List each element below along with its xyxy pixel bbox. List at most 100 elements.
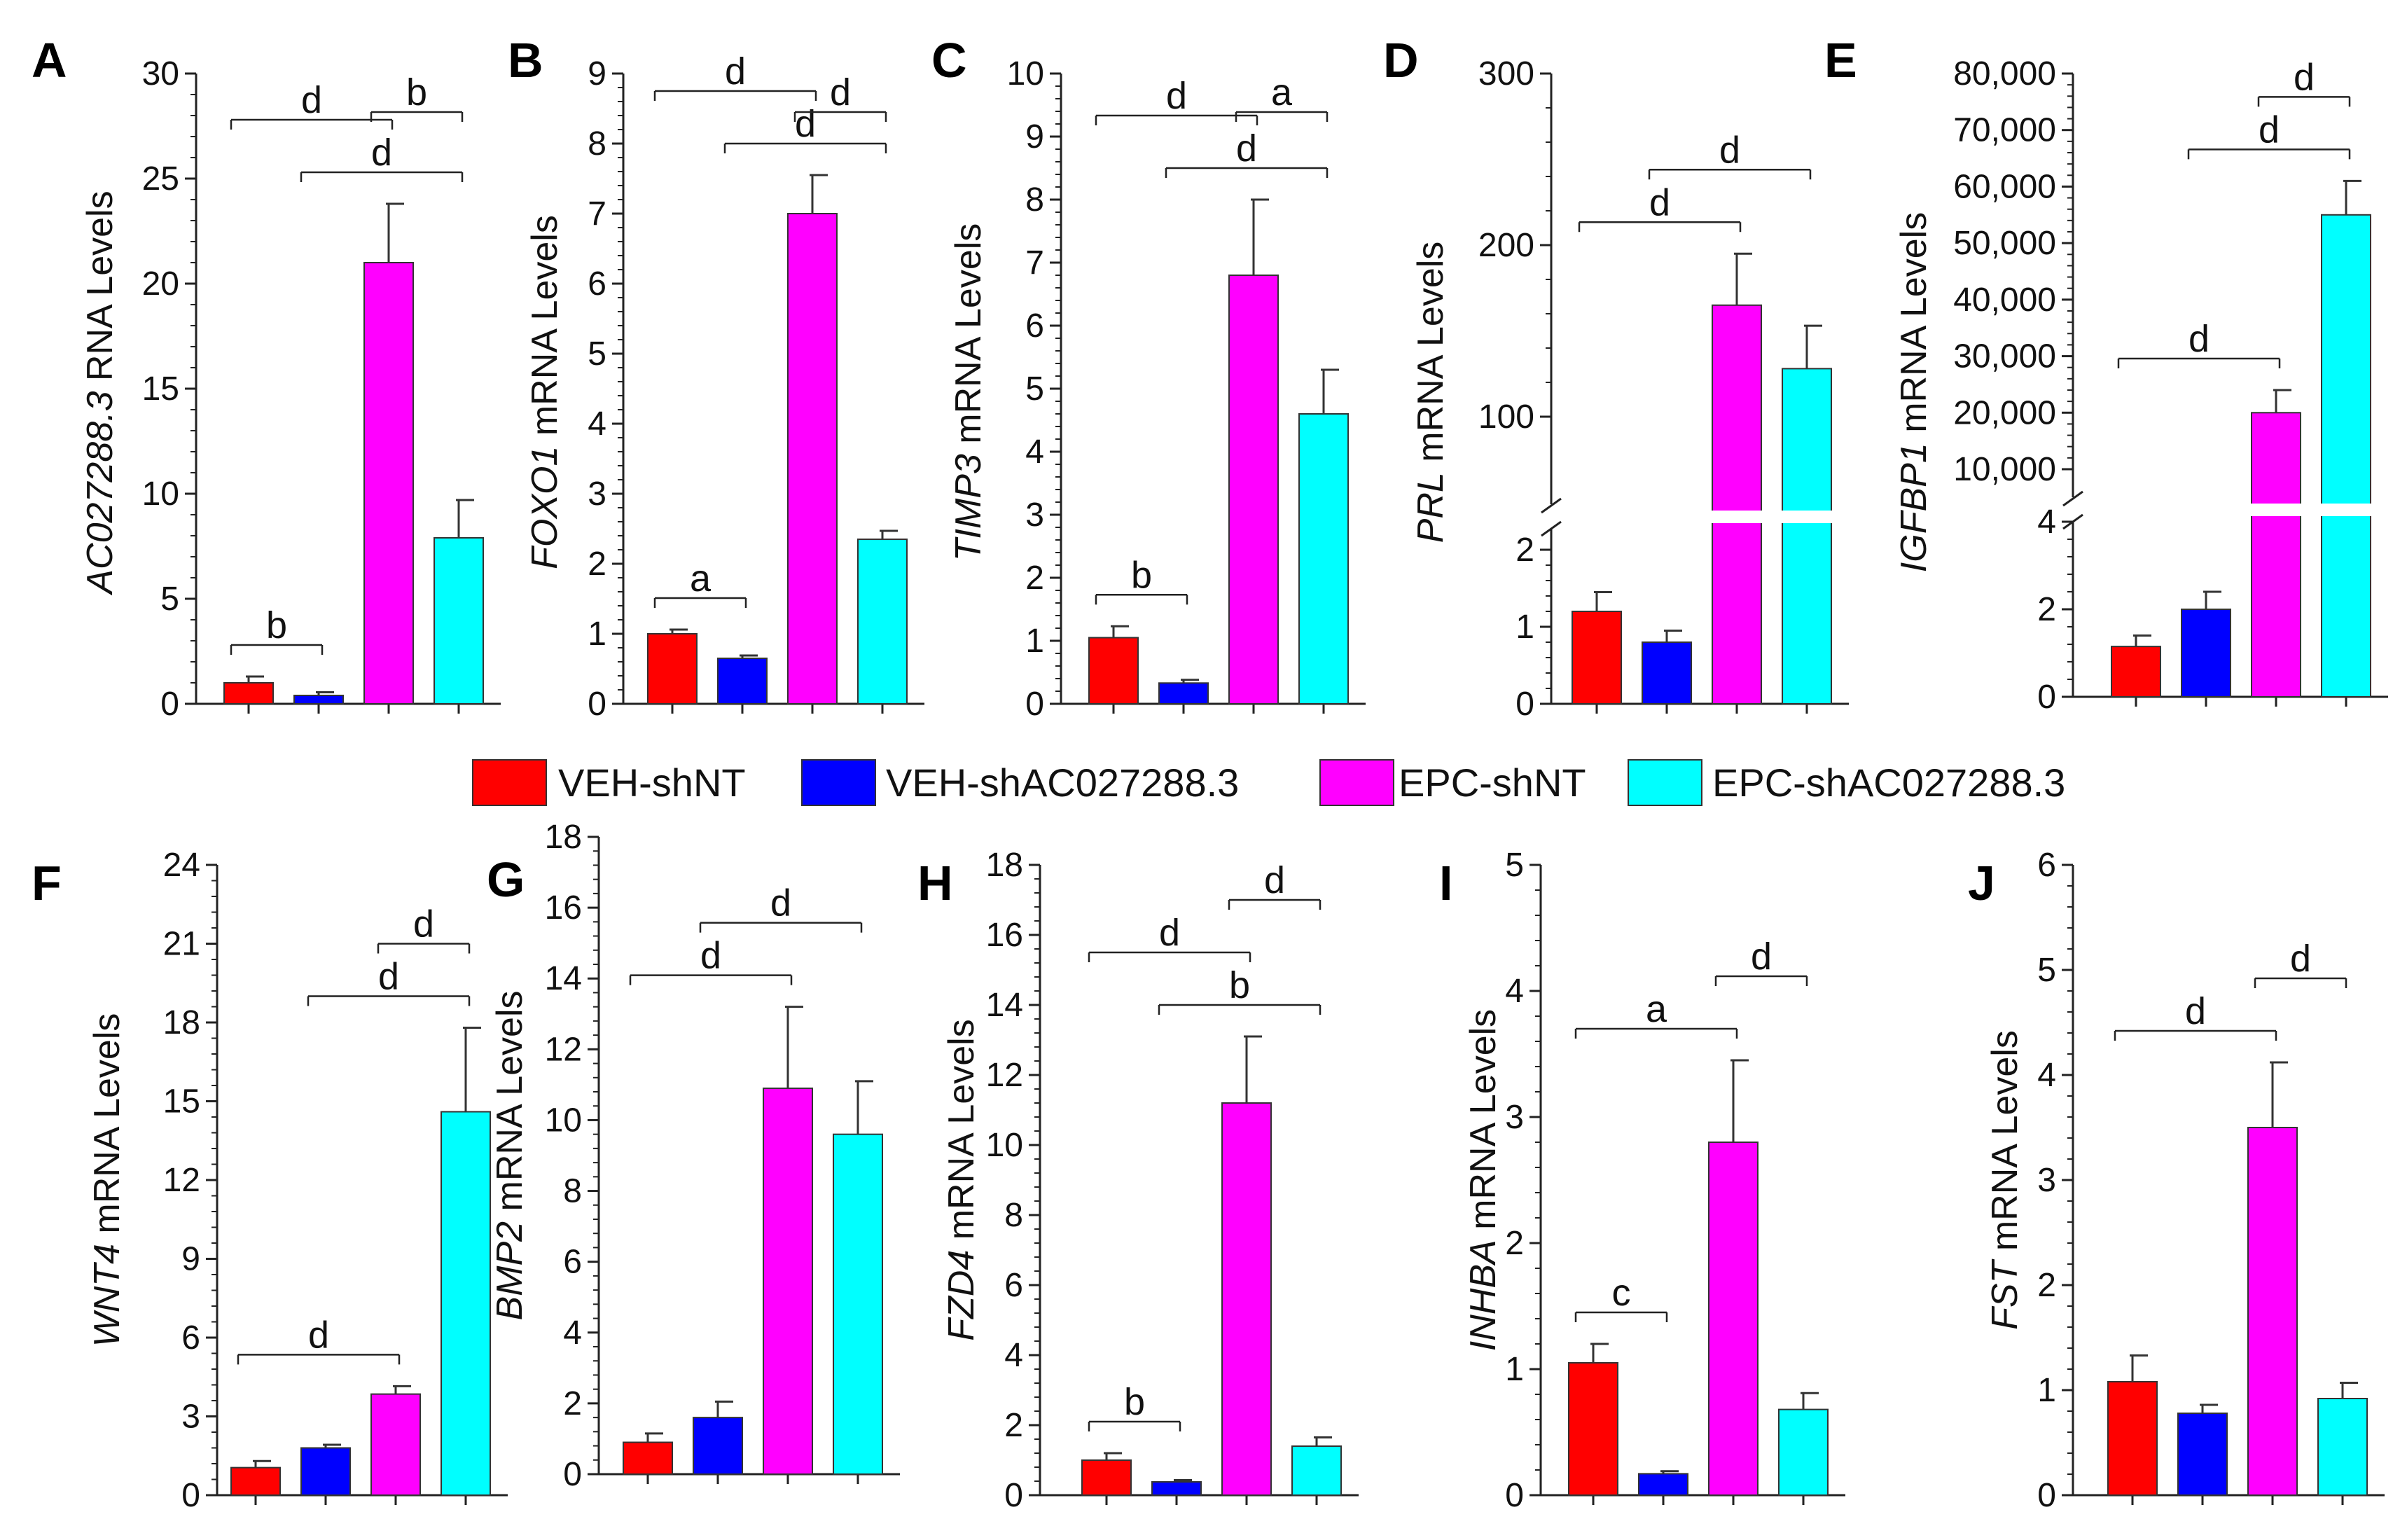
significance-label: d xyxy=(1166,75,1187,117)
y-tick-label: 5 xyxy=(1505,847,1524,884)
legend-swatch-veh-shac xyxy=(801,759,876,806)
significance-label: d xyxy=(1264,859,1285,901)
y-tick-label: 12 xyxy=(986,1057,1023,1094)
bar xyxy=(1642,641,1692,705)
significance-label: c xyxy=(1612,1272,1631,1314)
bar-break-gap xyxy=(2319,504,2373,516)
y-tick-label: 7 xyxy=(1025,244,1044,282)
y-tick-label: 10 xyxy=(986,1127,1023,1164)
y-axis-label-text: mRNA Levels xyxy=(490,990,530,1221)
y-tick-label: 8 xyxy=(588,125,606,162)
y-tick-label: 15 xyxy=(142,370,179,408)
y-tick-label: 70,000 xyxy=(1953,112,2056,149)
panel-letter: E xyxy=(1824,33,1857,88)
y-tick-label: 0 xyxy=(2037,1477,2056,1514)
panel-g: G BMP2 mRNA Levels 0 2 4 6 8 10 12 14 16 18 d d xyxy=(487,819,900,1493)
bar xyxy=(1778,1408,1829,1496)
y-tick-label: 9 xyxy=(181,1241,200,1278)
y-axis-label-gene: AC027288.3 xyxy=(80,391,120,595)
y-tick-label: 12 xyxy=(545,1031,582,1068)
y-tick-label: 4 xyxy=(1004,1337,1023,1374)
y-tick-label: 0 xyxy=(588,686,606,723)
y-tick-label: 10 xyxy=(142,476,179,513)
y-tick-label: 0 xyxy=(1004,1477,1023,1514)
significance-label: d xyxy=(1719,129,1740,171)
bar xyxy=(1568,1362,1618,1496)
y-tick-label: 1 xyxy=(1515,609,1534,646)
significance-label: d xyxy=(2259,109,2280,151)
y-axis-label-gene: BMP2 xyxy=(490,1221,530,1321)
y-tick-label: 14 xyxy=(986,987,1023,1024)
significance-label: d xyxy=(308,1314,329,1356)
y-tick-label: 6 xyxy=(1004,1267,1023,1304)
bar xyxy=(370,1393,421,1496)
panel-letter: G xyxy=(487,852,525,907)
significance-label: d xyxy=(725,50,746,92)
y-axis-label-text: mRNA Levels xyxy=(87,1013,127,1244)
y-tick-label: 2 xyxy=(1025,560,1044,597)
y-tick-label: 0 xyxy=(1505,1477,1524,1514)
y-axis-label-gene: FOXO1 xyxy=(525,446,565,569)
y-tick-label: 0 xyxy=(160,686,179,723)
bar-break-gap xyxy=(1709,511,1764,523)
y-tick-label: 300 xyxy=(1478,55,1534,92)
bar-break-gap xyxy=(2249,504,2303,516)
bar xyxy=(763,1087,813,1475)
y-tick-label: 6 xyxy=(2037,847,2056,884)
significance-label: d xyxy=(2185,990,2206,1032)
y-tick-label: 16 xyxy=(545,889,582,927)
y-tick-label: 30,000 xyxy=(1953,338,2056,375)
y-axis-label-gene: PRL xyxy=(1410,472,1451,543)
significance-label: d xyxy=(830,71,851,113)
bar xyxy=(2321,214,2371,698)
significance-label: b xyxy=(1124,1381,1145,1423)
y-tick-label: 2 xyxy=(1004,1407,1023,1444)
y-tick-label: 3 xyxy=(181,1399,200,1436)
significance-label: b xyxy=(1131,554,1152,596)
bar xyxy=(787,213,838,705)
bar xyxy=(1088,637,1139,705)
y-tick-label: 8 xyxy=(1025,181,1044,218)
y-axis-label: FZD4 mRNA Levels xyxy=(941,1019,982,1340)
y-tick-label: 3 xyxy=(1025,497,1044,534)
y-tick-label: 80,000 xyxy=(1953,55,2056,92)
bar xyxy=(1782,368,1832,705)
bar xyxy=(857,539,908,705)
y-tick-label: 2 xyxy=(1515,532,1534,569)
significance-label: a xyxy=(690,557,712,599)
bar xyxy=(300,1447,351,1496)
y-tick-label: 2 xyxy=(563,1385,582,1422)
significance-label: d xyxy=(1649,181,1670,223)
bar-break-gap xyxy=(1780,511,1834,523)
panel-letter: B xyxy=(508,33,543,88)
y-axis-label-text: mRNA Levels xyxy=(525,215,565,445)
bar xyxy=(1708,1142,1759,1496)
y-axis-label: WNT4 mRNA Levels xyxy=(87,1013,127,1347)
y-axis-label-gene: IGFBP1 xyxy=(1894,443,1934,572)
legend-swatch-veh-shnt xyxy=(472,759,547,806)
axis-break-mark xyxy=(1541,520,1562,537)
y-tick-label: 0 xyxy=(1025,686,1044,723)
y-tick-label: 12 xyxy=(163,1162,200,1199)
y-tick-label: 5 xyxy=(160,581,179,618)
y-tick-label: 18 xyxy=(545,819,582,856)
bar xyxy=(1158,682,1209,705)
y-tick-label: 10 xyxy=(545,1102,582,1139)
panel-h: H FZD4 mRNA Levels 0 2 4 6 8 10 12 14 16 18 b b d d xyxy=(917,847,1359,1514)
bar xyxy=(2247,1127,2298,1496)
y-tick-label: 1 xyxy=(2037,1372,2056,1409)
panel-i: I INHBA mRNA Levels 0 1 2 3 4 5 c a d xyxy=(1439,847,1845,1514)
y-tick-label: 1 xyxy=(588,616,606,653)
bar xyxy=(1712,304,1762,705)
y-tick-label: 21 xyxy=(163,926,200,963)
y-axis-label-text: RNA Levels xyxy=(80,190,120,391)
bar xyxy=(1221,1102,1272,1496)
significance-label: d xyxy=(1159,912,1180,954)
y-axis-label-gene: TIMP3 xyxy=(948,454,989,561)
y-tick-label: 24 xyxy=(163,847,200,884)
y-axis-label-gene: FZD4 xyxy=(941,1250,982,1341)
bar xyxy=(693,1417,743,1475)
y-axis-label-gene: INHBA xyxy=(1463,1240,1504,1351)
